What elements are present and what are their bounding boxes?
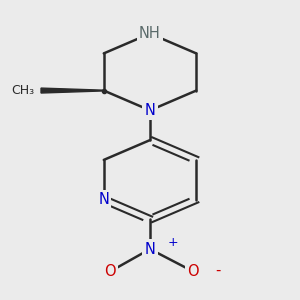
Polygon shape [41, 88, 104, 93]
Text: N: N [145, 103, 155, 118]
Text: +: + [168, 236, 178, 249]
Text: O: O [187, 264, 199, 279]
Text: -: - [215, 262, 220, 278]
Text: N: N [98, 192, 109, 207]
Text: NH: NH [139, 26, 161, 41]
Text: CH₃: CH₃ [11, 84, 35, 97]
Text: N: N [145, 242, 155, 256]
Text: O: O [105, 264, 116, 279]
